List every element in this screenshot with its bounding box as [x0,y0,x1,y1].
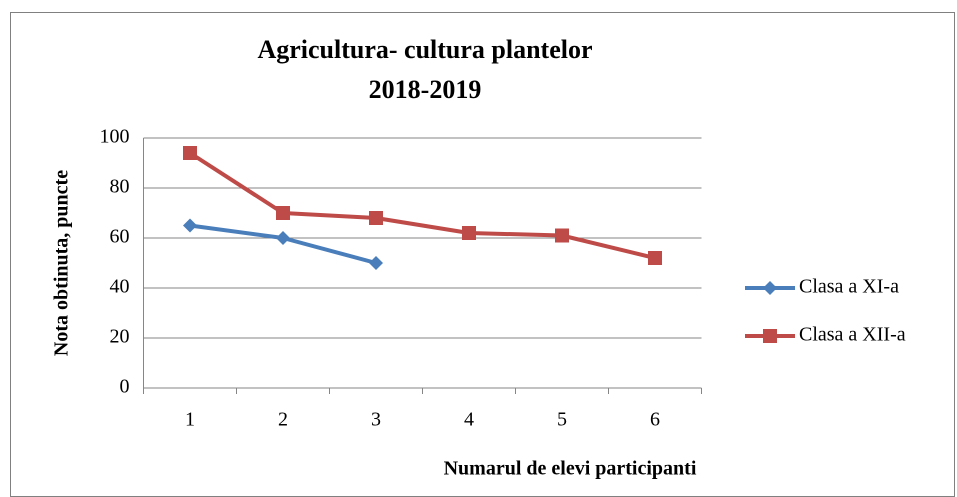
marker [763,329,777,343]
marker [369,256,383,270]
marker [183,146,197,160]
x-tick-label: 6 [650,409,660,431]
y-tick-label: 80 [110,176,130,198]
y-tick-label: 40 [110,276,130,298]
y-tick-label: 100 [100,126,130,148]
x-tick-label: 3 [371,409,381,431]
chart-border [10,12,955,497]
x-tick-label: 2 [278,409,288,431]
y-tick-label: 0 [120,376,130,398]
marker [183,218,197,233]
marker [369,211,383,225]
x-tick-label: 5 [557,409,567,431]
legend-label: Clasa a XI-a [799,276,899,298]
y-tick-label: 20 [110,326,130,348]
x-tick-label: 1 [185,409,195,431]
marker [462,226,476,240]
marker [763,281,777,295]
y-tick-label: 60 [110,226,130,248]
series-line [188,151,656,260]
marker [555,228,569,243]
x-tick-label: 4 [464,409,474,431]
chart-title: Agricultura- cultura plantelor [257,35,592,64]
legend-label: Clasa a XII-a [799,324,906,346]
marker [276,206,290,220]
x-axis-label: Numarul de elevi participanti [444,458,697,480]
marker [648,251,662,265]
y-axis-label: Nota obtinuta, puncte [51,170,73,356]
chart-title: 2018-2019 [369,75,482,104]
marker [276,231,290,245]
